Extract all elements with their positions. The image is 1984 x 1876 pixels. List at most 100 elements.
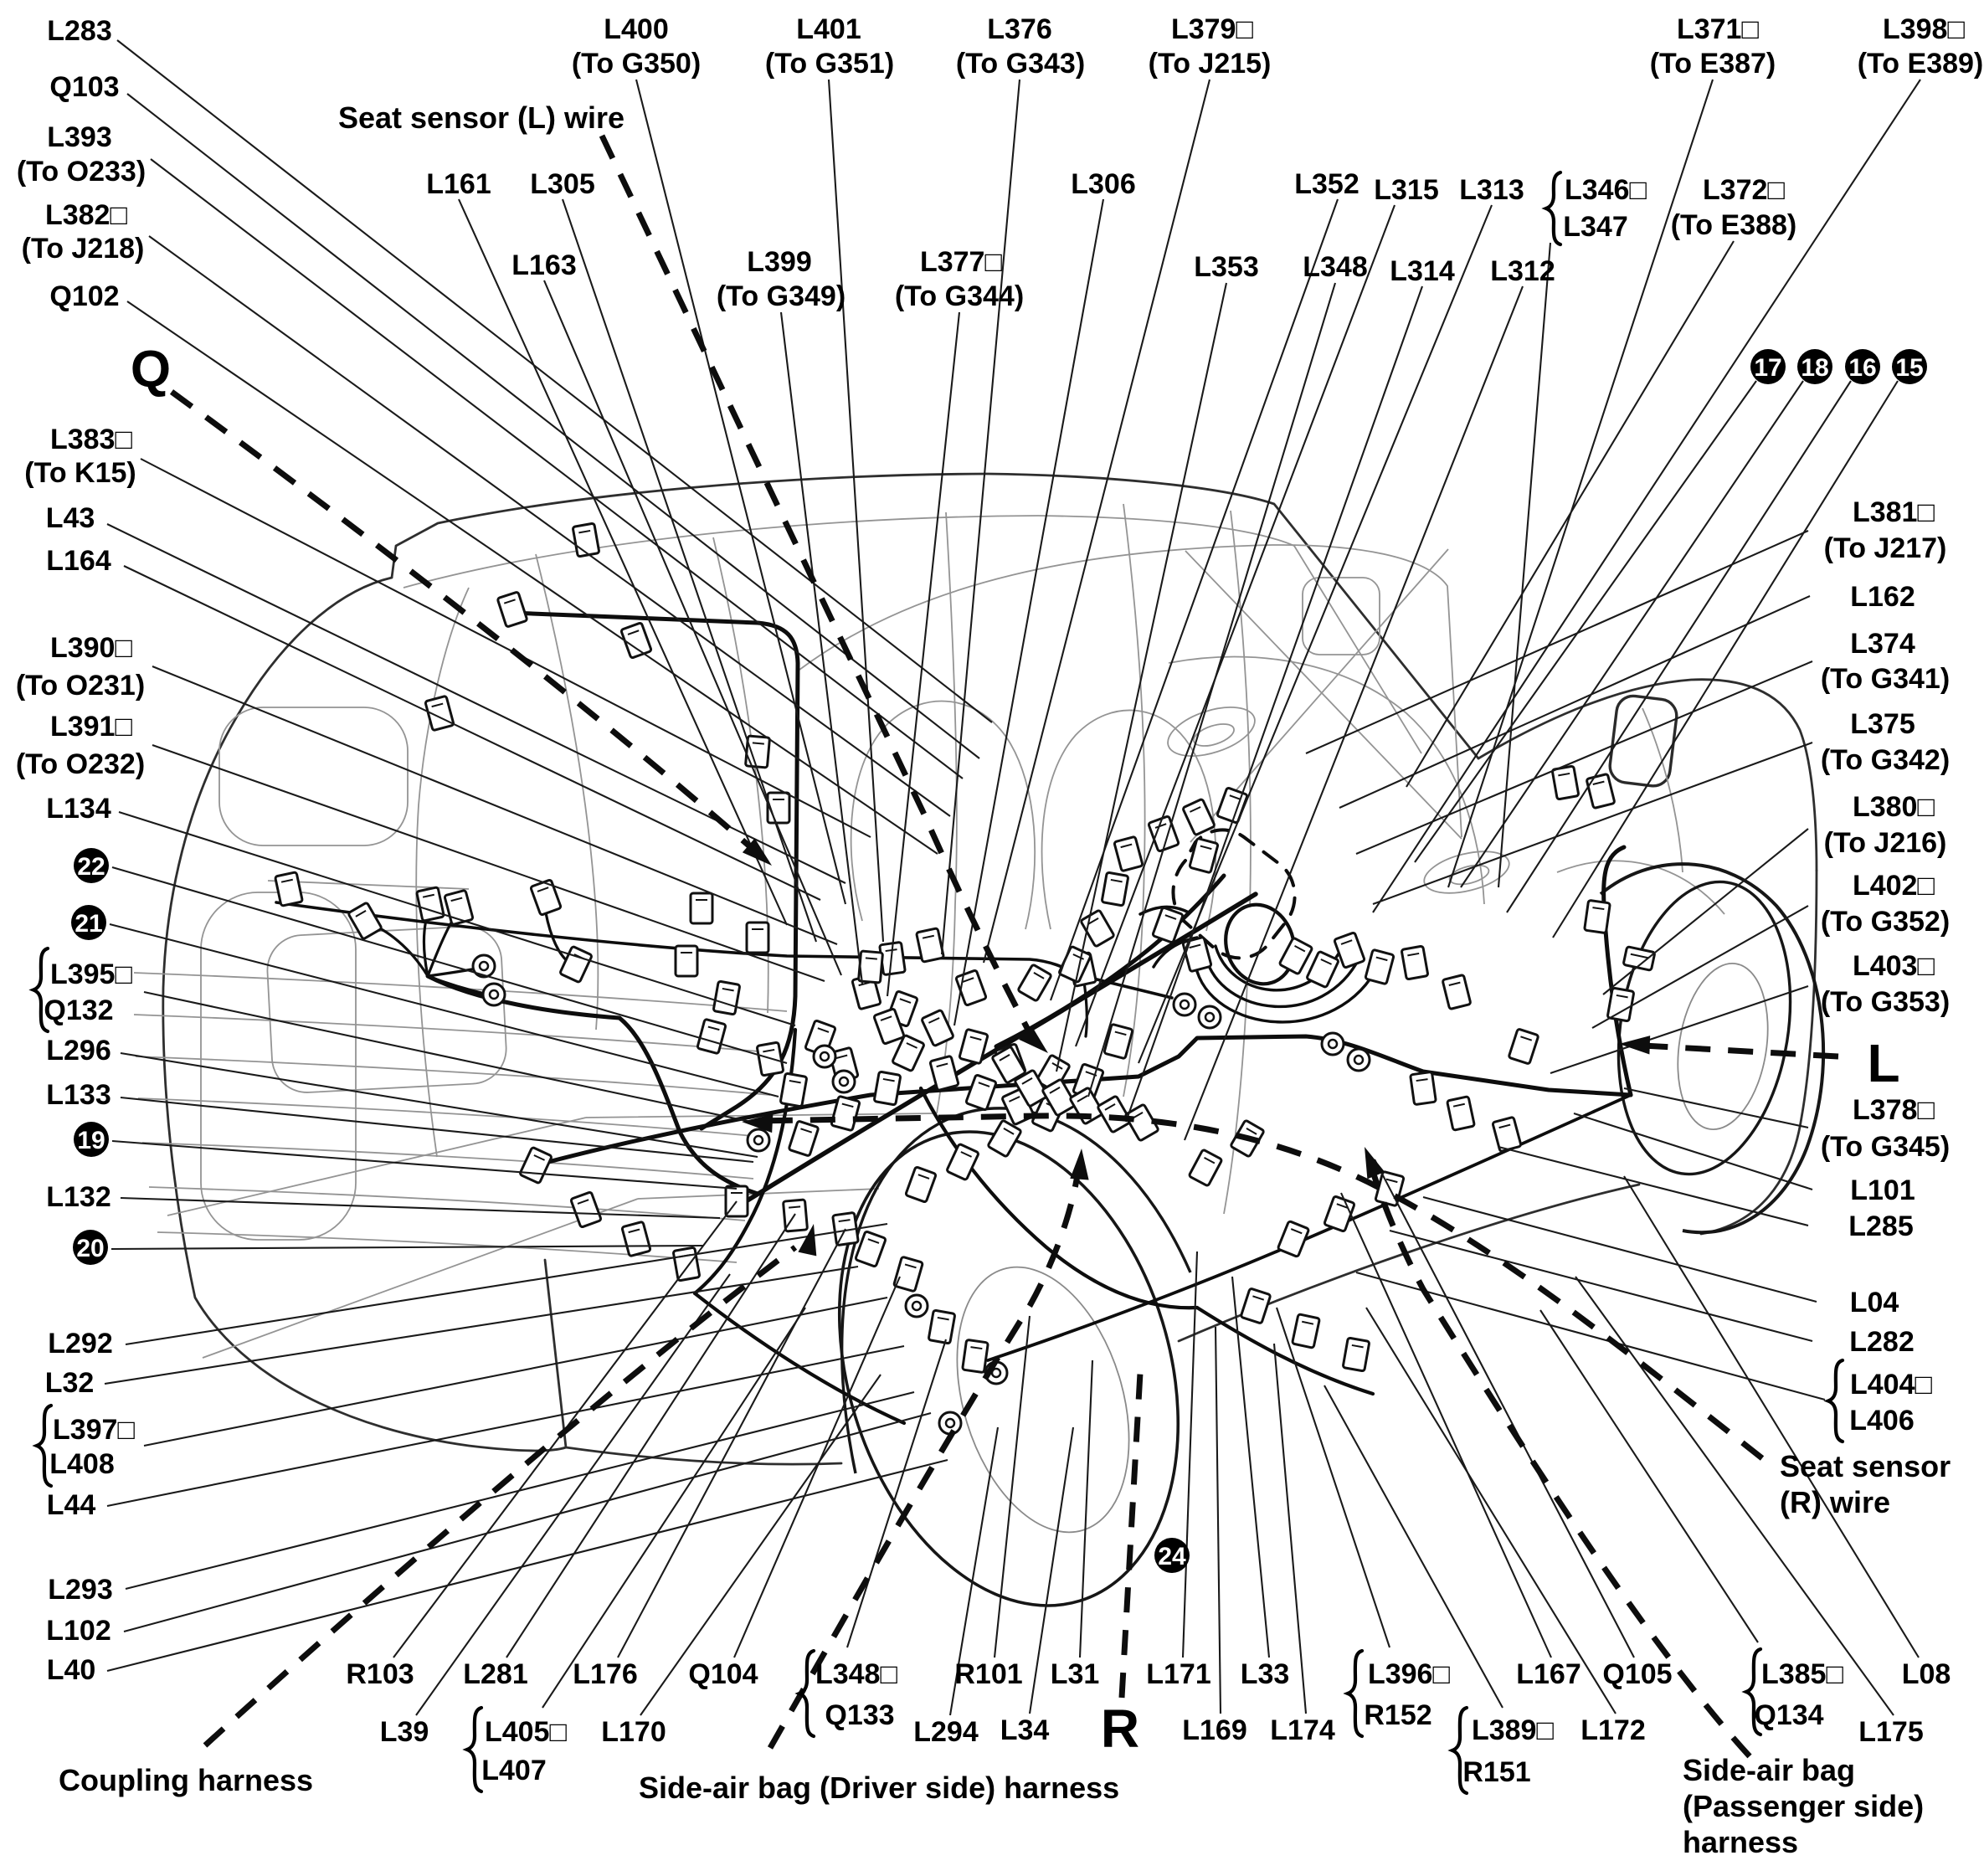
svg-text:L162: L162 [1850,581,1915,613]
svg-text:L312: L312 [1490,255,1555,287]
svg-text:(To G345): (To G345) [1821,1131,1950,1163]
svg-text:L282: L282 [1849,1326,1915,1358]
svg-text:Q132: Q132 [44,995,113,1026]
svg-text:Q103: Q103 [49,71,119,103]
svg-text:(To J217): (To J217) [1824,532,1947,564]
svg-text:22: 22 [77,853,105,881]
svg-text:(To J215): (To J215) [1149,48,1272,80]
svg-text:Seat sensor (L) wire: Seat sensor (L) wire [338,100,624,135]
svg-text:(To G344): (To G344) [895,280,1024,312]
svg-text:L294: L294 [913,1716,979,1748]
svg-text:(To E388): (To E388) [1671,209,1797,241]
svg-text:L34: L34 [1000,1714,1050,1746]
svg-text:L305: L305 [530,168,595,200]
svg-text:L163: L163 [511,249,577,281]
svg-text:Q133: Q133 [825,1699,894,1731]
svg-text:Q105: Q105 [1602,1658,1672,1690]
svg-text:L406: L406 [1849,1405,1915,1437]
svg-text:L134: L134 [46,793,111,825]
svg-text:20: 20 [76,1235,104,1262]
svg-text:(To K15): (To K15) [24,457,136,489]
svg-text:Side-air bag (Driver side) har: Side-air bag (Driver side) harness [639,1771,1119,1805]
svg-text:L379□: L379□ [1171,13,1253,45]
svg-text:Side-air bag: Side-air bag [1683,1753,1855,1787]
svg-text:L: L [1867,1033,1899,1093]
svg-text:21: 21 [75,910,102,938]
svg-text:R101: R101 [954,1658,1022,1690]
svg-text:L314: L314 [1390,255,1455,287]
svg-text:L132: L132 [46,1181,111,1213]
svg-text:L306: L306 [1071,168,1136,200]
svg-text:(To G353): (To G353) [1821,986,1950,1018]
svg-text:L171: L171 [1146,1658,1211,1690]
svg-text:L40: L40 [47,1654,96,1686]
svg-text:L401: L401 [796,13,861,45]
svg-text:(To E387): (To E387) [1650,48,1776,80]
svg-text:(To G352): (To G352) [1821,906,1950,938]
svg-text:L169: L169 [1182,1714,1247,1746]
svg-text:L390□: L390□ [50,632,132,664]
svg-text:(Passenger side): (Passenger side) [1683,1789,1924,1823]
svg-text:Q102: Q102 [49,280,119,312]
svg-text:L347: L347 [1563,211,1628,243]
svg-text:R: R [1101,1699,1139,1759]
svg-text:(To G343): (To G343) [956,48,1085,80]
svg-text:L04: L04 [1850,1287,1899,1318]
svg-text:18: 18 [1801,354,1828,382]
svg-text:L176: L176 [573,1658,638,1690]
svg-text:L164: L164 [46,545,111,577]
svg-text:L281: L281 [463,1658,528,1690]
svg-text:(To G351): (To G351) [765,48,894,80]
svg-text:L391□: L391□ [50,711,132,743]
svg-text:L353: L353 [1194,251,1259,283]
svg-text:L393: L393 [47,121,112,153]
svg-text:L101: L101 [1850,1174,1915,1206]
svg-text:L407: L407 [481,1755,547,1786]
svg-text:L283: L283 [47,15,112,47]
svg-text:L43: L43 [46,502,95,534]
svg-text:(To J216): (To J216) [1824,827,1947,859]
svg-text:L346□: L346□ [1565,174,1647,206]
svg-text:harness: harness [1683,1825,1798,1859]
svg-text:L44: L44 [47,1489,96,1521]
svg-text:24: 24 [1158,1543,1186,1570]
svg-text:L292: L292 [48,1328,113,1359]
svg-text:(R) wire: (R) wire [1780,1485,1890,1519]
svg-text:Coupling harness: Coupling harness [59,1763,313,1797]
svg-text:L172: L172 [1581,1714,1646,1746]
svg-text:(To J218): (To J218) [22,233,145,265]
svg-text:L102: L102 [46,1615,111,1647]
svg-text:(To E389): (To E389) [1858,48,1984,80]
svg-text:L403□: L403□ [1853,950,1935,982]
svg-text:L348□: L348□ [815,1658,897,1690]
svg-text:L174: L174 [1270,1714,1335,1746]
svg-text:L371□: L371□ [1677,13,1759,45]
svg-text:(To O233): (To O233) [17,156,146,188]
svg-text:L383□: L383□ [50,424,132,455]
svg-text:Q: Q [131,341,171,398]
svg-text:L377□: L377□ [920,246,1002,278]
svg-text:L404□: L404□ [1850,1369,1932,1401]
svg-text:(To G350): (To G350) [572,48,701,80]
svg-text:L382□: L382□ [45,199,127,231]
svg-text:L170: L170 [601,1716,666,1748]
svg-text:L167: L167 [1516,1658,1581,1690]
svg-text:16: 16 [1848,354,1876,382]
svg-text:L376: L376 [987,13,1052,45]
svg-text:L315: L315 [1374,174,1439,206]
svg-text:L389□: L389□ [1472,1714,1554,1746]
svg-text:L31: L31 [1051,1658,1100,1690]
svg-text:L380□: L380□ [1853,791,1935,823]
svg-text:Q134: Q134 [1754,1699,1823,1731]
svg-text:Q104: Q104 [688,1658,758,1690]
svg-text:(To G342): (To G342) [1821,744,1950,776]
svg-text:L381□: L381□ [1853,496,1935,528]
svg-text:L405□: L405□ [485,1716,567,1748]
svg-text:L296: L296 [46,1035,111,1066]
svg-text:Seat sensor: Seat sensor [1780,1449,1951,1483]
svg-text:L285: L285 [1848,1210,1914,1242]
svg-text:L313: L313 [1459,174,1524,206]
svg-text:(To O231): (To O231) [16,670,145,702]
svg-text:R151: R151 [1462,1756,1530,1788]
svg-text:L375: L375 [1850,708,1915,740]
